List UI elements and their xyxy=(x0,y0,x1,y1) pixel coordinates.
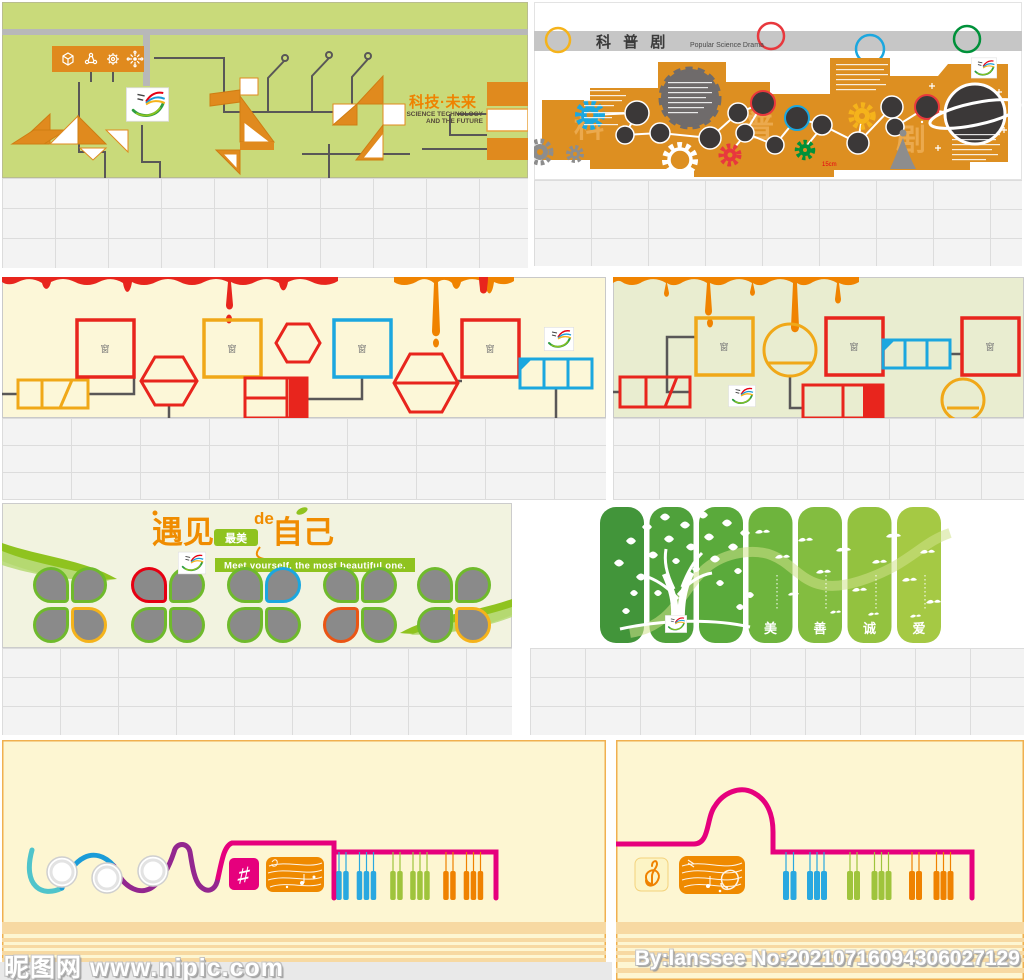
school-logo xyxy=(665,615,687,633)
tile-floor xyxy=(2,178,528,268)
photo-frames xyxy=(16,318,594,418)
placeholder-glyph: 窗 xyxy=(227,343,236,354)
sharp-sign-glyph: ♯ xyxy=(236,861,252,888)
gear-icon xyxy=(107,53,119,65)
school-logo xyxy=(728,385,756,407)
molecule-network xyxy=(589,90,955,155)
treble-clef-tile xyxy=(634,857,669,892)
tile-floor xyxy=(534,180,1022,266)
placeholder-text-lines xyxy=(584,64,1000,161)
header-band xyxy=(534,31,1022,51)
white-tree xyxy=(614,511,754,631)
actor-silhouette xyxy=(890,129,916,169)
placeholder-glyph: 窗 xyxy=(100,343,109,354)
tech-panel-title: 科技·未来 xyxy=(409,93,477,111)
vertical-motto-dots xyxy=(776,575,926,609)
page-margin-strip xyxy=(0,962,612,980)
floor-stripes xyxy=(2,922,606,962)
science-drama-panel: 科 普 剧 Popular Science Drama 科 普 剧 xyxy=(534,2,1022,180)
tangram-figure-middle xyxy=(209,77,275,176)
floor-stripes xyxy=(616,922,1024,973)
virtue-char-honesty: 诚 xyxy=(863,621,876,636)
drama-panel-subtitle: Popular Science Drama xyxy=(690,42,764,49)
meet-yourself-panel: 遇见 最美 de 自己 Meet yourself, the most beau… xyxy=(2,503,512,648)
connector-lines xyxy=(2,377,558,418)
music-wall-right xyxy=(616,740,1024,980)
placeholder-glyph: 窗 xyxy=(357,343,366,354)
virtue-tree-panel: 美 善 诚 爱 xyxy=(530,503,1024,648)
meet-title-tail: 自己 xyxy=(272,515,334,550)
author-watermark: By:lanssee No:20210716094306027129 xyxy=(634,947,1020,970)
school-logo xyxy=(126,87,169,122)
circuit-lines xyxy=(78,51,487,178)
piano-keys xyxy=(783,852,954,900)
orange-paint-drip xyxy=(613,277,859,333)
virtue-char-love: 爱 xyxy=(912,621,925,636)
site-watermark: 昵图网 www.nipic.com xyxy=(4,954,284,980)
title-badge xyxy=(214,529,258,546)
window-frame-wall-right: 窗 窗 窗 xyxy=(613,277,1024,418)
piano-keys xyxy=(336,852,484,900)
tile-floor xyxy=(613,418,1024,500)
tangram-figure-left xyxy=(10,112,129,161)
red-ring xyxy=(756,21,786,51)
school-logo xyxy=(178,551,206,575)
piano-curve-line xyxy=(616,787,975,901)
photo-frames xyxy=(618,316,1021,418)
heart-dot xyxy=(152,510,158,516)
tile-floor xyxy=(530,648,1024,735)
window-frame-wall-left: 窗 窗 窗 窗 xyxy=(2,277,606,418)
drama-wall-shape xyxy=(542,58,1008,177)
treble-clef-icon xyxy=(645,860,660,887)
meet-title-badge-text: 最美 xyxy=(225,531,248,545)
placeholder-glyph: 窗 xyxy=(849,341,858,352)
orange-paint-drip xyxy=(394,277,514,337)
banner-strip xyxy=(215,558,415,572)
virtue-char-kindness: 善 xyxy=(813,621,826,636)
meet-title-lead: 遇见 xyxy=(152,515,214,550)
leaf-accent xyxy=(296,507,308,515)
music-staff-tile xyxy=(266,857,324,892)
tech-panel-subtitle-line2: AND THE FUTURE xyxy=(426,118,484,125)
placeholder-glyph: 窗 xyxy=(985,341,994,352)
tech-future-wall-panel: 科技·未来 SCIENCE TECHNOLOGY AND THE FUTURE xyxy=(2,2,528,178)
gray-rail xyxy=(2,29,528,35)
placeholder-glyph: 窗 xyxy=(719,341,728,352)
school-logo xyxy=(971,57,997,79)
music-wall-left: ♯ xyxy=(2,740,606,962)
gear-cluster xyxy=(534,100,876,178)
virtue-char-beauty: 美 xyxy=(764,621,778,636)
tech-panel-subtitle-line1: SCIENCE TECHNOLOGY xyxy=(406,111,483,118)
tile-floor xyxy=(2,418,606,500)
meet-title-de: de xyxy=(254,509,274,528)
atom-burst-icon xyxy=(126,50,144,68)
tangram-pinwheel xyxy=(331,74,406,161)
molecule-icon xyxy=(84,52,98,65)
meet-banner-text: Meet yourself, the most beautiful one. xyxy=(224,561,406,572)
right-frame-stack xyxy=(486,82,528,160)
measure-label: 15cm xyxy=(822,162,837,168)
connector-lines xyxy=(613,335,962,410)
school-logo xyxy=(544,327,574,351)
tile-floor xyxy=(2,648,512,735)
placeholder-glyph: 窗 xyxy=(485,343,494,354)
record-circles xyxy=(46,855,169,894)
sharp-sign-tile xyxy=(229,858,259,890)
music-staff-tile xyxy=(679,856,745,894)
green-ring xyxy=(952,24,982,54)
music-wave-line xyxy=(26,840,499,901)
cube-icon xyxy=(62,52,74,66)
drama-panel-title: 科 普 剧 xyxy=(596,33,669,51)
yellow-ring xyxy=(544,26,572,54)
